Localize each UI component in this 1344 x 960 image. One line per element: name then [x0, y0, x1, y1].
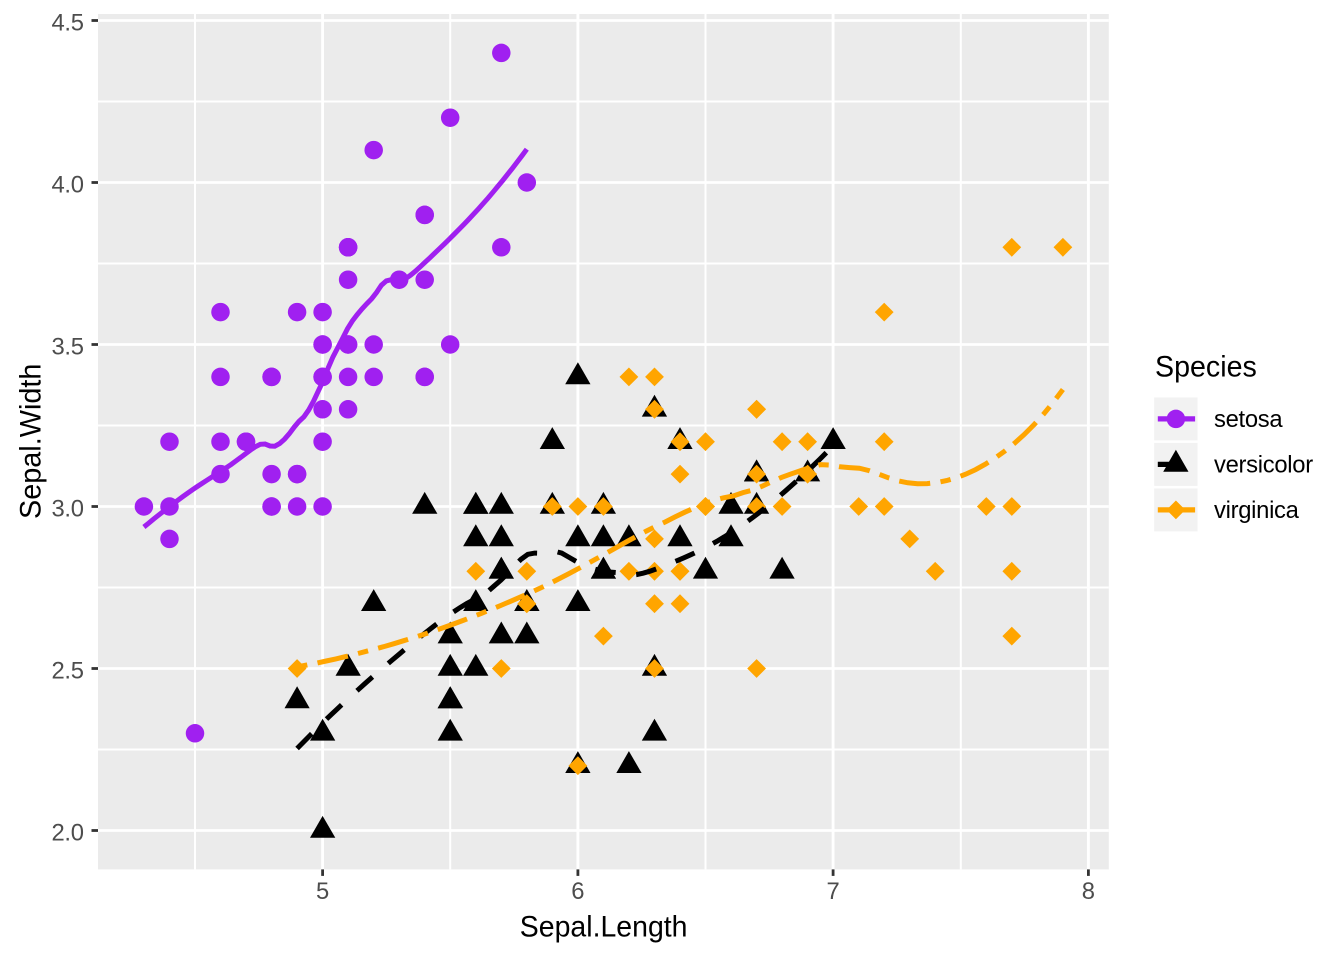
svg-text:5: 5 — [316, 878, 329, 905]
svg-text:4.5: 4.5 — [52, 10, 84, 37]
svg-text:2.0: 2.0 — [52, 820, 84, 847]
svg-text:2.5: 2.5 — [52, 658, 84, 685]
svg-text:versicolor: versicolor — [1214, 452, 1313, 479]
svg-text:Sepal.Length: Sepal.Length — [520, 910, 688, 943]
svg-text:3.0: 3.0 — [52, 496, 84, 523]
svg-text:8: 8 — [1082, 878, 1095, 905]
svg-text:7: 7 — [826, 878, 839, 905]
svg-text:3.5: 3.5 — [52, 334, 84, 361]
svg-text:Species: Species — [1155, 351, 1257, 384]
svg-text:Sepal.Width: Sepal.Width — [14, 364, 47, 520]
svg-text:setosa: setosa — [1214, 406, 1283, 433]
svg-text:virginica: virginica — [1214, 497, 1300, 524]
svg-text:6: 6 — [571, 878, 584, 905]
svg-text:4.0: 4.0 — [52, 172, 84, 199]
